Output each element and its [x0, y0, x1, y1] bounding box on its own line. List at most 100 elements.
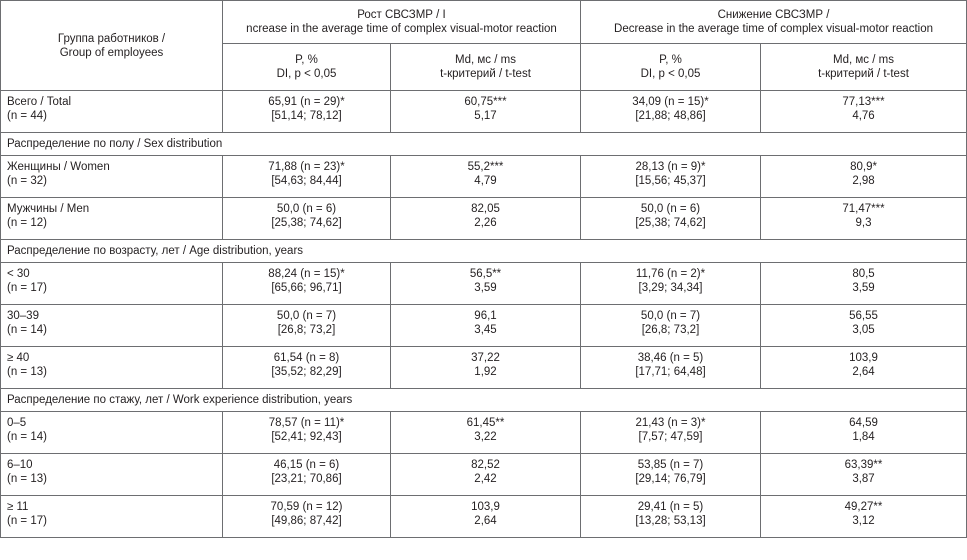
cell-text: [49,86; 87,42] [271, 515, 342, 527]
cell-text: 28,13 (n = 9)* [635, 161, 706, 173]
cell-text: 2,64 [474, 515, 497, 527]
cell-text: [52,41; 92,43] [271, 431, 342, 443]
table-cell: 63,39** 3,87 [759, 453, 967, 496]
table-cell: P, % DI, p < 0,05 [222, 43, 391, 91]
table-cell: 55,2*** 4,79 [390, 155, 581, 198]
table-cell: Md, мс / ms t-критерий / t-test [390, 43, 581, 91]
cell-text: 103,9 [471, 501, 500, 513]
table-cell: 50,0 (n = 7) [26,8; 73,2] [580, 304, 761, 347]
table-cell: 80,9* 2,98 [759, 155, 967, 198]
table-cell: 0–5 (n = 14) [0, 411, 223, 454]
cell-text: 3,45 [474, 324, 497, 336]
cell-text: Decrease in the average time of complex … [614, 23, 933, 35]
table-row: Распределение по стажу, лет / Work exper… [0, 388, 967, 412]
cell-text: 50,0 (n = 6) [640, 203, 701, 215]
table-cell: 61,45** 3,22 [390, 411, 581, 454]
cell-text: 56,55 [849, 310, 878, 322]
cell-text: Мужчины / Men [7, 203, 90, 215]
table-cell: 53,85 (n = 7) [29,14; 76,79] [580, 453, 761, 496]
table-cell: 60,75*** 5,17 [390, 90, 581, 133]
table-cell: 64,59 1,84 [759, 411, 967, 454]
cell-text: (n = 13) [7, 366, 47, 378]
cell-text: [26,8; 73,2] [641, 324, 700, 336]
table-row: 0–5 (n = 14) 78,57 (n = 11)* [52,41; 92,43]… [0, 411, 967, 454]
cell-text: t-критерий / t-test [818, 68, 909, 80]
cell-text: [25,38; 74,62] [271, 217, 342, 229]
table-cell: Группа работников / Group of employees [0, 0, 223, 91]
cell-text: [3,29; 34,34] [638, 282, 703, 294]
cell-text: 82,05 [471, 203, 500, 215]
cell-text: 53,85 (n = 7) [637, 459, 704, 471]
cell-text: (n = 17) [7, 282, 47, 294]
table-cell: < 30 (n = 17) [0, 262, 223, 305]
table-cell: 11,76 (n = 2)* [3,29; 34,34] [580, 262, 761, 305]
cell-text: DI, p < 0,05 [640, 68, 701, 80]
cell-text: 6–10 [7, 459, 33, 471]
cell-text: 9,3 [855, 217, 872, 229]
cell-text: [21,88; 48,86] [635, 110, 706, 122]
cell-text: [7,57; 47,59] [638, 431, 703, 443]
cell-text: [13,28; 53,13] [635, 515, 706, 527]
cell-text: [26,8; 73,2] [277, 324, 336, 336]
cell-text: Женщины / Women [7, 161, 110, 173]
table-cell: P, % DI, p < 0,05 [580, 43, 761, 91]
cell-text: 61,45** [466, 417, 505, 429]
table-cell: 30–39 (n = 14) [0, 304, 223, 347]
cell-text: [65,66; 96,71] [271, 282, 342, 294]
cell-text: 82,52 [471, 459, 500, 471]
cell-text: 65,91 (n = 29)* [268, 96, 345, 108]
section-cell: Распределение по стажу, лет / Work exper… [0, 388, 967, 412]
section-cell: Распределение по полу / Sex distribution [0, 132, 967, 156]
table-cell: 28,13 (n = 9)* [15,56; 45,37] [580, 155, 761, 198]
table-cell: 78,57 (n = 11)* [52,41; 92,43] [222, 411, 391, 454]
table: Группа работников / Group of employees Рос… [0, 0, 967, 538]
table-cell: 29,41 (n = 5) [13,28; 53,13] [580, 495, 761, 538]
table-cell: 50,0 (n = 6) [25,38; 74,62] [222, 197, 391, 240]
table-cell: 103,9 2,64 [390, 495, 581, 538]
cell-text: 56,5** [469, 268, 502, 280]
table-cell: 82,05 2,26 [390, 197, 581, 240]
table-cell: Женщины / Women (n = 32) [0, 155, 223, 198]
cell-text: [51,14; 78,12] [271, 110, 342, 122]
cell-text: 21,43 (n = 3)* [635, 417, 706, 429]
cell-text: P, % [659, 54, 682, 66]
table-cell: Рост СВСЗМР / I ncrease in the average ti… [222, 0, 581, 44]
header-row: Группа работников / Group of employees Рос… [0, 0, 967, 91]
table-cell: 77,13*** 4,76 [759, 90, 967, 133]
cell-text: 1,92 [474, 366, 497, 378]
cell-text: 5,17 [474, 110, 497, 122]
cell-text: 2,26 [474, 217, 497, 229]
cell-text: 29,41 (n = 5) [637, 501, 704, 513]
table-cell: 34,09 (n = 15)* [21,88; 48,86] [580, 90, 761, 133]
table-row: ≥ 40 (n = 13) 61,54 (n = 8) [35,52; 82,29] 3… [0, 346, 967, 389]
table-row: Всего / Total (n = 44) 65,91 (n = 29)* [51,… [0, 90, 967, 133]
cell-text: [15,56; 45,37] [635, 175, 706, 187]
table-cell: 49,27** 3,12 [759, 495, 967, 538]
table-cell: Снижение СВСЗМР / Decrease in the average… [579, 0, 967, 44]
cell-text: 1,84 [852, 431, 875, 443]
table-cell: 56,55 3,05 [759, 304, 967, 347]
cell-text: 70,59 (n = 12) [270, 501, 343, 513]
cell-text: [54,63; 84,44] [271, 175, 342, 187]
table-row: 30–39 (n = 14) 50,0 (n = 7) [26,8; 73,2] 96,… [0, 304, 967, 347]
cell-text: 2,64 [852, 366, 875, 378]
table-cell: 70,59 (n = 12) [49,86; 87,42] [222, 495, 391, 538]
cell-text: (n = 14) [7, 431, 47, 443]
table-cell: Всего / Total (n = 44) [0, 90, 223, 133]
table-row: Распределение по полу / Sex distribution [0, 132, 967, 156]
table-row: Мужчины / Men (n = 12) 50,0 (n = 6) [25,38;… [0, 197, 967, 240]
cell-text: 49,27** [844, 501, 883, 513]
table-cell: 37,22 1,92 [390, 346, 581, 389]
cell-text: 46,15 (n = 6) [273, 459, 340, 471]
table-cell: 80,5 3,59 [759, 262, 967, 305]
cell-text: Всего / Total [7, 96, 72, 108]
cell-text: < 30 [7, 268, 30, 280]
table-cell: 21,43 (n = 3)* [7,57; 47,59] [580, 411, 761, 454]
cell-text: 80,5 [852, 268, 875, 280]
cell-text: 34,09 (n = 15)* [632, 96, 709, 108]
table-cell: 50,0 (n = 7) [26,8; 73,2] [222, 304, 391, 347]
table-cell: 50,0 (n = 6) [25,38; 74,62] [580, 197, 761, 240]
cell-text: 50,0 (n = 7) [276, 310, 337, 322]
table-row: Распределение по возрасту, лет / Age dis… [0, 239, 967, 263]
cell-text: P, % [295, 54, 318, 66]
